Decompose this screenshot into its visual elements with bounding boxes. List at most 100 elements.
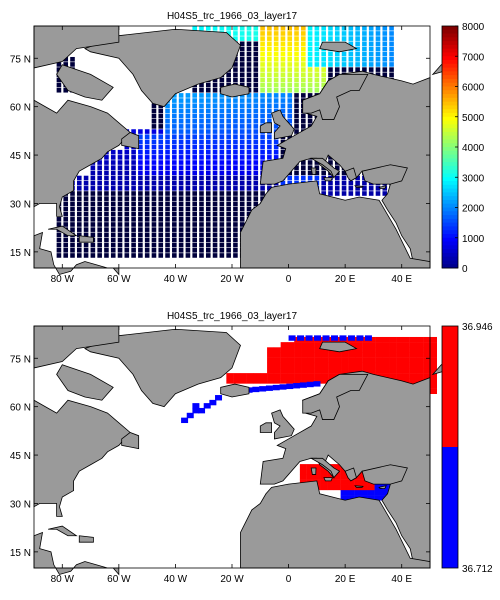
field-cell (158, 253, 164, 258)
field-cell (205, 191, 211, 196)
field-cell (165, 201, 170, 207)
field-cell (307, 342, 315, 348)
field-cell (375, 342, 383, 348)
field-cell (273, 103, 279, 109)
field-cell (375, 347, 383, 353)
field-cell (246, 113, 252, 119)
colorbar-swatch (442, 44, 458, 50)
field-cell (430, 378, 437, 384)
field-cell (212, 93, 218, 98)
field-cell (340, 495, 348, 501)
field-cell (287, 93, 293, 98)
field-cell (219, 26, 225, 31)
field-cell (280, 77, 286, 83)
field-cell (199, 247, 204, 253)
field-cell (321, 36, 326, 41)
field-cell (138, 247, 143, 253)
field-cell (185, 222, 191, 227)
colorbar-swatch (442, 52, 458, 57)
field-cell (375, 62, 381, 67)
field-cell (104, 170, 109, 176)
field-cell (307, 31, 313, 36)
field-cell (215, 395, 223, 401)
field-cell (199, 26, 204, 31)
field-cell (97, 247, 102, 253)
field-cell (333, 474, 341, 480)
field-cell (219, 93, 225, 98)
field-cell (117, 165, 123, 170)
field-cell (260, 26, 265, 31)
field-cell (368, 336, 376, 343)
colorbar-swatch (442, 82, 458, 87)
field-cell (192, 144, 197, 150)
field-cell (273, 87, 279, 93)
field-cell (396, 357, 404, 364)
field-cell (219, 180, 225, 186)
field-cell (287, 41, 293, 47)
field-cell (355, 36, 360, 41)
field-cell (233, 67, 238, 72)
field-cell (348, 56, 354, 62)
map-plot-bottom: 80 W 60 W 40 W 20 W 0 20 E 40 E75 N60 N45 N30 … (10, 322, 493, 585)
colorbar-swatch (442, 147, 458, 152)
field-cell (267, 108, 272, 114)
colorbar-swatch (442, 116, 458, 122)
field-cell (219, 155, 225, 160)
field-cell (246, 46, 252, 52)
field-cell (368, 367, 376, 374)
field-cell (246, 160, 252, 165)
field-cell (124, 211, 130, 217)
field-cell (185, 103, 191, 109)
field-cell (199, 139, 204, 145)
colorbar-swatch (442, 94, 458, 99)
field-cell (239, 378, 247, 384)
land-scandinavia (302, 74, 369, 120)
field-cell (172, 108, 177, 114)
field-cell (287, 347, 295, 353)
field-cell (239, 186, 245, 191)
field-cell (110, 160, 116, 165)
field-cell (117, 186, 123, 191)
field-cell (199, 201, 204, 207)
field-cell (321, 373, 329, 379)
field-cell (104, 191, 109, 196)
field-cell (158, 165, 164, 170)
colorbar-swatch (442, 241, 458, 246)
field-cell (246, 72, 252, 78)
field-cell (341, 367, 349, 374)
field-cell (104, 196, 109, 201)
field-cell (226, 165, 231, 170)
field-cell (172, 191, 177, 196)
field-cell (253, 170, 259, 176)
field-cell (110, 186, 116, 191)
field-cell (253, 46, 259, 52)
field-cell (158, 186, 164, 191)
colorbar-swatch (442, 181, 458, 186)
field-cell (233, 180, 238, 186)
field-cell (267, 103, 272, 109)
field-cell (144, 201, 150, 207)
field-cell (181, 417, 189, 424)
field-cell (70, 247, 75, 253)
field-cell (199, 93, 204, 98)
field-cell (199, 222, 204, 227)
field-cell (294, 362, 302, 369)
field-cell (260, 67, 265, 72)
colorbar-swatch (442, 211, 458, 216)
field-cell (178, 93, 184, 98)
field-cell (172, 211, 177, 217)
x-tick-label: 40 W (164, 574, 188, 585)
field-cell (212, 175, 218, 181)
field-cell (70, 217, 75, 222)
field-cell (321, 170, 326, 176)
field-cell (199, 191, 204, 196)
field-cell (321, 31, 326, 36)
field-cell (104, 247, 109, 253)
colorbar-swatch (442, 33, 458, 38)
field-cell (360, 479, 368, 485)
field-cell (151, 170, 157, 176)
field-cell (185, 227, 191, 232)
field-cell (144, 170, 150, 176)
field-cell (294, 113, 299, 119)
field-cell (430, 383, 437, 389)
